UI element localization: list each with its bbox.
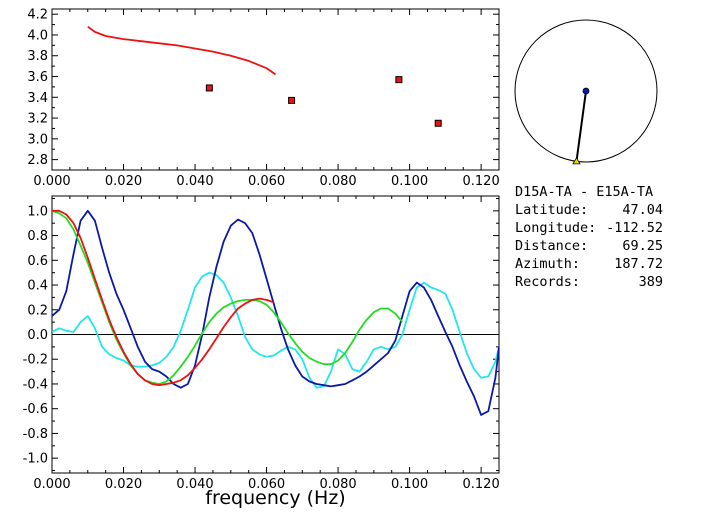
y-tick-label: 0.2 — [27, 303, 48, 318]
info-value: -112.52 — [606, 220, 663, 236]
y-tick-label: -0.2 — [23, 353, 48, 368]
y-tick-label: 0.0 — [27, 328, 48, 343]
azimuth-line — [575, 90, 587, 162]
y-tick-label: -0.6 — [23, 402, 48, 417]
x-tick-label: 0.100 — [391, 174, 428, 189]
x-tick-label: 0.020 — [105, 174, 142, 189]
azimuth-circle-panel — [514, 19, 658, 165]
y-tick-label: 3.8 — [27, 49, 48, 64]
data-point — [205, 84, 213, 92]
station-dot — [582, 87, 590, 95]
station-info-panel: D15A-TA - E15A-TA Latitude: 47.04 Longitude… — [515, 184, 663, 290]
plot-frame — [51, 8, 500, 171]
x-tick-label: 0.120 — [463, 174, 500, 189]
y-tick-label: 0.6 — [27, 254, 48, 269]
green-series-line — [52, 209, 404, 385]
x-tick-label: 0.120 — [463, 477, 500, 492]
red-series-line — [52, 209, 274, 387]
station-marker — [572, 157, 581, 165]
y-tick-label: -0.8 — [23, 427, 48, 442]
y-tick-label: 3.0 — [27, 132, 48, 147]
info-value: 389 — [639, 274, 663, 290]
y-tick-label: 1.0 — [27, 204, 48, 219]
info-label: Azimuth: — [515, 256, 580, 272]
cyan-series-line — [52, 271, 499, 389]
x-tick-label: 0.000 — [33, 477, 70, 492]
y-tick-label: 3.2 — [27, 112, 48, 127]
x-tick-label: 0.000 — [33, 174, 70, 189]
info-value: 187.72 — [614, 256, 663, 272]
y-tick-label: 2.8 — [27, 153, 48, 168]
info-label: Distance: — [515, 238, 588, 254]
data-point — [395, 76, 403, 84]
info-label: Records: — [515, 274, 580, 290]
x-tick-label: 0.060 — [248, 174, 285, 189]
y-tick-label: -0.4 — [23, 377, 48, 392]
azimuth-circle — [514, 19, 658, 163]
y-tick-label: 3.4 — [27, 91, 48, 106]
y-tick-label: 0.4 — [27, 279, 48, 294]
info-label: Latitude: — [515, 202, 588, 218]
plot-area — [52, 209, 499, 416]
info-value: 69.25 — [622, 238, 663, 254]
y-tick-label: 4.2 — [27, 8, 48, 23]
red-series-line — [87, 25, 277, 76]
coherency-panel: 0.000 0.020 0.040 0.060 0.080 0.100 0.120 1.0 0.… — [23, 195, 500, 509]
station-pair-title: D15A-TA - E15A-TA — [515, 184, 653, 200]
y-tick-label: 4.0 — [27, 28, 48, 43]
data-point — [288, 96, 296, 104]
x-tick-label: 0.040 — [176, 477, 213, 492]
blue-series-line — [52, 209, 499, 416]
info-value: 47.04 — [622, 202, 663, 218]
velocity-panel: 0.000 0.020 0.040 0.060 0.080 0.100 0.120 2.8 3.… — [27, 8, 499, 189]
x-axis-label: frequency (Hz) — [205, 487, 345, 509]
info-label: Longitude: — [515, 220, 596, 236]
data-point — [434, 119, 442, 127]
y-tick-label: 3.6 — [27, 70, 48, 85]
y-tick-label: -1.0 — [23, 452, 48, 467]
plot-area — [87, 25, 442, 127]
x-tick-label: 0.020 — [105, 477, 142, 492]
x-tick-label: 0.080 — [319, 477, 356, 492]
x-tick-label: 0.080 — [319, 174, 356, 189]
x-tick-label: 0.060 — [248, 477, 285, 492]
y-tick-label: 0.8 — [27, 229, 48, 244]
x-tick-label: 0.100 — [391, 477, 428, 492]
x-tick-label: 0.040 — [176, 174, 213, 189]
